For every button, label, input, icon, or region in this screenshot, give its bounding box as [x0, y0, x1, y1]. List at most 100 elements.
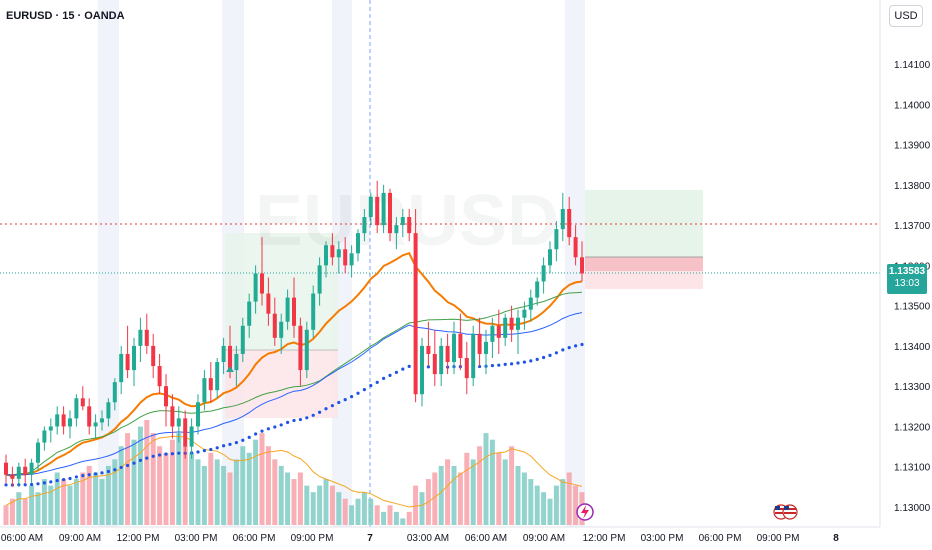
candle-body[interactable] — [413, 233, 418, 395]
candle-body[interactable] — [452, 333, 456, 363]
candle-body[interactable] — [157, 366, 162, 387]
candle-body[interactable] — [554, 229, 559, 250]
symbol-title[interactable]: EURUSD · 15 · OANDA — [6, 10, 125, 22]
candle-body[interactable] — [36, 442, 40, 463]
candle-body[interactable] — [394, 225, 399, 234]
candle-body[interactable] — [100, 418, 104, 423]
candle-body[interactable] — [240, 325, 245, 354]
candle-body[interactable] — [144, 329, 149, 346]
candle-body[interactable] — [426, 345, 431, 354]
candle-body[interactable] — [458, 333, 463, 358]
candle-body[interactable] — [420, 345, 424, 395]
candle-body[interactable] — [48, 426, 53, 431]
candle-body[interactable] — [407, 217, 412, 234]
candle-body[interactable] — [176, 418, 181, 427]
candle-body[interactable] — [439, 345, 444, 375]
candle-body[interactable] — [343, 249, 348, 266]
candle-body[interactable] — [247, 301, 252, 326]
candle-body[interactable] — [560, 208, 565, 230]
candle-body[interactable] — [304, 329, 309, 371]
candle-body[interactable] — [484, 341, 488, 354]
candle-body[interactable] — [29, 462, 34, 475]
candle-body[interactable] — [548, 249, 552, 266]
candle-body[interactable] — [362, 217, 367, 234]
candle-body[interactable] — [516, 317, 520, 330]
time-axis[interactable]: 06:00 AM 09:00 AM 12:00 PM 03:00 PM 06:00 PM… — [1, 533, 839, 544]
candle-body[interactable] — [272, 313, 277, 338]
candle-body[interactable] — [106, 402, 111, 419]
candle-body[interactable] — [74, 398, 79, 419]
candle-body[interactable] — [68, 418, 72, 427]
candle-body[interactable] — [381, 192, 386, 226]
candle-body[interactable] — [228, 345, 232, 371]
candle-body[interactable] — [400, 217, 405, 226]
candle-body[interactable] — [260, 273, 264, 294]
candle-body[interactable] — [279, 321, 284, 338]
candle-body[interactable] — [138, 329, 143, 346]
candle-body[interactable] — [221, 345, 226, 363]
candle-body[interactable] — [464, 357, 469, 379]
candle-body[interactable] — [445, 345, 450, 363]
candle-body[interactable] — [23, 466, 28, 475]
candle-body[interactable] — [119, 353, 124, 383]
candle-body[interactable] — [266, 293, 271, 314]
candle-body[interactable] — [215, 362, 220, 391]
candle-body[interactable] — [61, 414, 66, 427]
candle-body[interactable] — [324, 245, 328, 266]
candle-body[interactable] — [125, 353, 130, 371]
lightning-event-icon[interactable] — [576, 503, 594, 521]
candle-body[interactable] — [509, 317, 514, 330]
candle-body[interactable] — [202, 378, 207, 403]
candle-body[interactable] — [10, 474, 15, 479]
candle-body[interactable] — [471, 333, 476, 379]
candle-body[interactable] — [151, 345, 156, 367]
candle-body[interactable] — [42, 430, 47, 443]
candle-body[interactable] — [541, 265, 546, 282]
candle-body[interactable] — [330, 245, 335, 258]
candle-body[interactable] — [196, 402, 200, 427]
candle-body[interactable] — [432, 353, 437, 375]
candle-body[interactable] — [298, 325, 303, 371]
position-tool-current[interactable] — [585, 190, 703, 289]
candlestick-series[interactable] — [4, 180, 584, 487]
candle-body[interactable] — [490, 325, 495, 342]
candle-body[interactable] — [292, 297, 296, 326]
candle-body[interactable] — [580, 257, 584, 274]
candle-body[interactable] — [368, 196, 373, 218]
candle-body[interactable] — [87, 406, 92, 427]
candle-body[interactable] — [112, 382, 117, 403]
candle-body[interactable] — [93, 422, 98, 427]
candle-body[interactable] — [573, 237, 578, 258]
candle-body[interactable] — [16, 466, 21, 479]
candle-body[interactable] — [567, 208, 572, 238]
candle-body[interactable] — [189, 426, 194, 447]
candle-body[interactable] — [285, 297, 290, 322]
candle-body[interactable] — [349, 253, 354, 266]
candle-body[interactable] — [496, 325, 501, 338]
candle-body[interactable] — [234, 353, 239, 371]
candle-body[interactable] — [55, 414, 60, 427]
candle-body[interactable] — [535, 281, 540, 298]
candle-body[interactable] — [170, 406, 175, 427]
candle-body[interactable] — [164, 386, 168, 407]
candle-body[interactable] — [4, 462, 8, 475]
candle-body[interactable] — [317, 265, 322, 294]
candle-body[interactable] — [336, 249, 341, 258]
candle-body[interactable] — [132, 345, 136, 371]
vwap-dot — [356, 391, 360, 395]
candle-body[interactable] — [477, 333, 482, 354]
candle-body[interactable] — [356, 233, 360, 254]
candle-body[interactable] — [522, 309, 527, 318]
candle-body[interactable] — [375, 196, 380, 226]
candle-body[interactable] — [208, 378, 213, 391]
candle-body[interactable] — [503, 317, 508, 338]
candle-body[interactable] — [183, 418, 188, 447]
candle-body[interactable] — [311, 293, 316, 330]
candle-body[interactable] — [528, 297, 533, 310]
candle-body[interactable] — [253, 273, 258, 302]
us-flag-event-icon[interactable] — [773, 504, 798, 520]
candle-body[interactable] — [80, 398, 85, 407]
candle-body[interactable] — [388, 192, 392, 234]
currency-button[interactable]: USD — [889, 5, 923, 27]
